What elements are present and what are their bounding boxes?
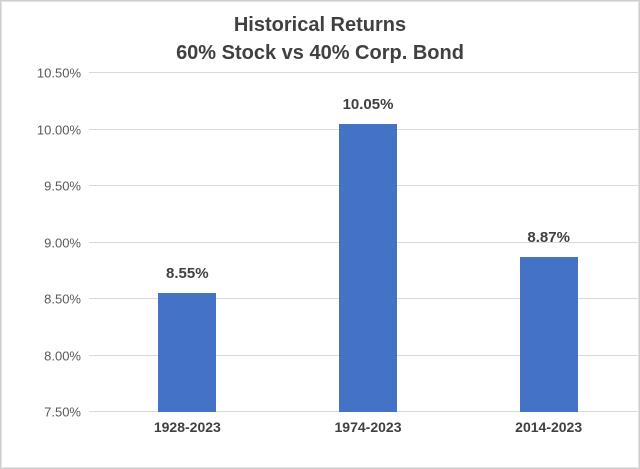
y-tick-label: 7.50% <box>44 404 81 420</box>
y-tick-label: 8.00% <box>44 348 81 363</box>
y-axis-tick <box>89 72 97 73</box>
y-axis-tick <box>89 241 97 243</box>
bar <box>339 123 397 412</box>
bar-value-label: 10.05% <box>342 95 394 113</box>
y-tick-label: 10.00% <box>36 122 81 137</box>
bar-value-label: 8.87% <box>527 229 570 247</box>
bar-group: 8.87% <box>469 73 629 412</box>
x-axis: 1928-2023 1974-2023 2014-2023 <box>97 419 638 441</box>
chart-title: Historical Returns 60% Stock vs 40% Corp… <box>2 11 638 67</box>
y-tick-label: 8.50% <box>44 291 81 307</box>
x-category-label: 1974-2023 <box>334 419 402 435</box>
y-axis-tick <box>89 411 97 412</box>
y-axis-tick <box>89 298 97 299</box>
y-tick-label: 9.00% <box>44 235 81 250</box>
bar-group: 10.05% <box>288 73 448 412</box>
y-axis-tick <box>89 354 97 356</box>
x-category-label: 2014-2023 <box>515 419 583 435</box>
bar <box>158 293 217 412</box>
bar-group: 8.55% <box>107 73 267 412</box>
y-tick-label: 9.50% <box>44 178 81 194</box>
y-axis-tick <box>89 185 97 186</box>
y-axis: 7.50% 8.00% 8.50% 9.00% 9.50% 10.00% 10.50% <box>2 66 81 420</box>
chart-title-line-2: 60% Stock vs 40% Corp. Bond <box>176 42 464 64</box>
gridline <box>97 72 638 73</box>
y-tick-label: 10.50% <box>36 65 81 81</box>
chart-title-line-1: Historical Returns <box>233 14 407 36</box>
bar-value-label: 8.55% <box>166 265 209 283</box>
x-category-label: 1928-2023 <box>153 419 221 435</box>
y-axis-tick <box>89 128 97 130</box>
plot-area: 8.55% 10.05% 8.87% <box>89 72 638 412</box>
bar <box>519 257 578 412</box>
